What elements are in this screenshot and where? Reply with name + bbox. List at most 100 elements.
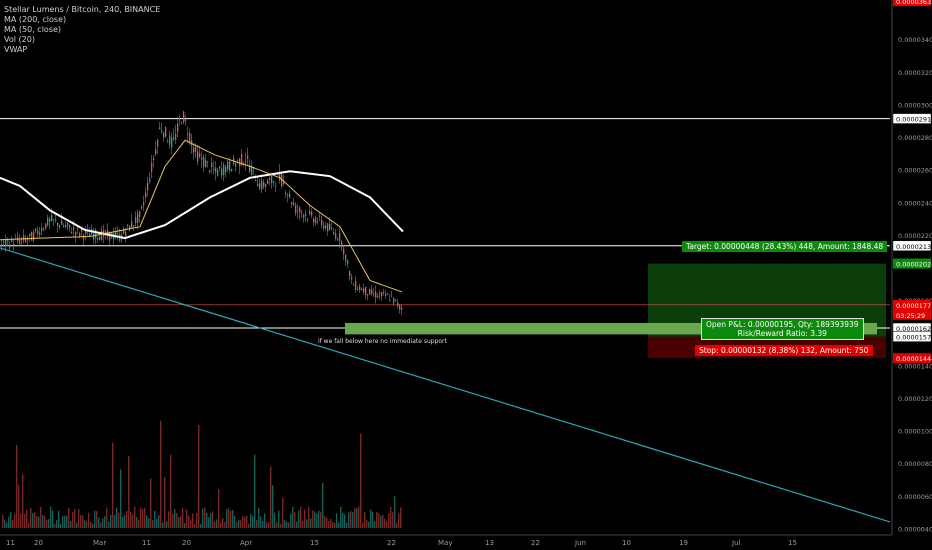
volume-bar bbox=[204, 507, 206, 528]
candle bbox=[155, 149, 157, 155]
candle bbox=[291, 202, 293, 205]
candle bbox=[257, 183, 259, 187]
volume-bar bbox=[70, 521, 72, 528]
candle bbox=[73, 227, 75, 231]
candle bbox=[81, 229, 83, 233]
candle bbox=[361, 288, 363, 291]
x-tick-label: Jun bbox=[574, 539, 586, 547]
volume-bar bbox=[252, 516, 254, 528]
volume-bar bbox=[182, 508, 184, 528]
volume-bar bbox=[150, 478, 152, 528]
candle bbox=[363, 288, 365, 293]
volume-bar bbox=[358, 506, 360, 528]
candle bbox=[373, 293, 375, 295]
candle bbox=[209, 170, 211, 172]
candle bbox=[317, 221, 319, 223]
volume-bar bbox=[296, 521, 298, 528]
volume-bar bbox=[250, 514, 252, 528]
volume-bar bbox=[144, 507, 146, 528]
volume-bar bbox=[126, 511, 128, 528]
price-label-box bbox=[893, 0, 931, 7]
candle bbox=[309, 211, 311, 214]
volume-bar bbox=[108, 521, 110, 528]
volume-bar bbox=[180, 515, 182, 528]
candle bbox=[65, 225, 67, 227]
candle bbox=[395, 299, 397, 301]
volume-bar bbox=[168, 511, 170, 528]
volume-bar bbox=[152, 519, 154, 528]
volume-bar bbox=[384, 518, 386, 528]
candle bbox=[85, 230, 87, 234]
volume-bar bbox=[354, 507, 356, 528]
candle bbox=[77, 227, 79, 229]
volume-bar bbox=[172, 513, 174, 528]
volume-bar bbox=[314, 511, 316, 528]
candle bbox=[239, 158, 241, 167]
x-tick-label: 20 bbox=[182, 539, 191, 547]
volume-bar bbox=[396, 522, 398, 528]
candle bbox=[283, 182, 285, 184]
candle bbox=[9, 244, 11, 248]
x-tick-label: Mar bbox=[93, 539, 106, 547]
candle bbox=[61, 220, 63, 225]
price-label: 0.00001444 bbox=[896, 355, 932, 363]
x-tick-label: 10 bbox=[622, 539, 631, 547]
volume-bar bbox=[90, 522, 92, 528]
price-label: 03:25:29 bbox=[896, 312, 925, 320]
candle bbox=[391, 295, 393, 297]
candle bbox=[59, 225, 61, 228]
x-tick-label: 11 bbox=[6, 539, 15, 547]
candle bbox=[381, 292, 383, 297]
price-label-box bbox=[893, 299, 931, 310]
volume-bar bbox=[264, 513, 266, 528]
candle bbox=[235, 164, 237, 167]
candle bbox=[347, 260, 349, 264]
candle bbox=[115, 232, 117, 238]
candle bbox=[261, 180, 263, 190]
candle bbox=[345, 254, 347, 262]
candle bbox=[55, 219, 57, 221]
volume-bar bbox=[94, 510, 96, 528]
candle bbox=[365, 287, 367, 295]
volume-bar bbox=[346, 522, 348, 528]
legend-ma200: MA (200, close) bbox=[4, 15, 67, 24]
volume-bar bbox=[26, 510, 28, 528]
candle bbox=[371, 289, 373, 294]
volume-bar bbox=[382, 514, 384, 528]
volume-bar bbox=[240, 520, 242, 528]
candle bbox=[375, 291, 377, 298]
volume-bar bbox=[196, 512, 198, 528]
x-tick-label: 13 bbox=[485, 539, 494, 547]
candle bbox=[161, 130, 163, 132]
candle bbox=[159, 127, 161, 129]
candle bbox=[5, 239, 7, 246]
volume-bar bbox=[272, 485, 274, 528]
candle bbox=[305, 213, 307, 216]
x-tick-label: 15 bbox=[788, 539, 797, 547]
volume-bar bbox=[338, 522, 340, 528]
volume-bar bbox=[40, 506, 42, 528]
volume-bar bbox=[362, 522, 364, 528]
volume-bar bbox=[208, 517, 210, 528]
candle bbox=[247, 155, 249, 159]
volume-bar bbox=[216, 519, 218, 528]
volume-bar bbox=[156, 518, 158, 528]
volume-bar bbox=[148, 518, 150, 528]
candle bbox=[273, 181, 275, 183]
candle bbox=[11, 238, 13, 242]
candle bbox=[95, 229, 97, 238]
volume-bar bbox=[102, 518, 104, 528]
volume-bar bbox=[38, 516, 40, 528]
candle bbox=[205, 159, 207, 168]
candle bbox=[187, 133, 189, 135]
trendline bbox=[0, 247, 891, 523]
volume-bar bbox=[86, 521, 88, 528]
candle bbox=[177, 123, 179, 133]
volume-bar bbox=[284, 519, 286, 528]
candle bbox=[307, 218, 309, 220]
volume-bar bbox=[232, 509, 234, 528]
